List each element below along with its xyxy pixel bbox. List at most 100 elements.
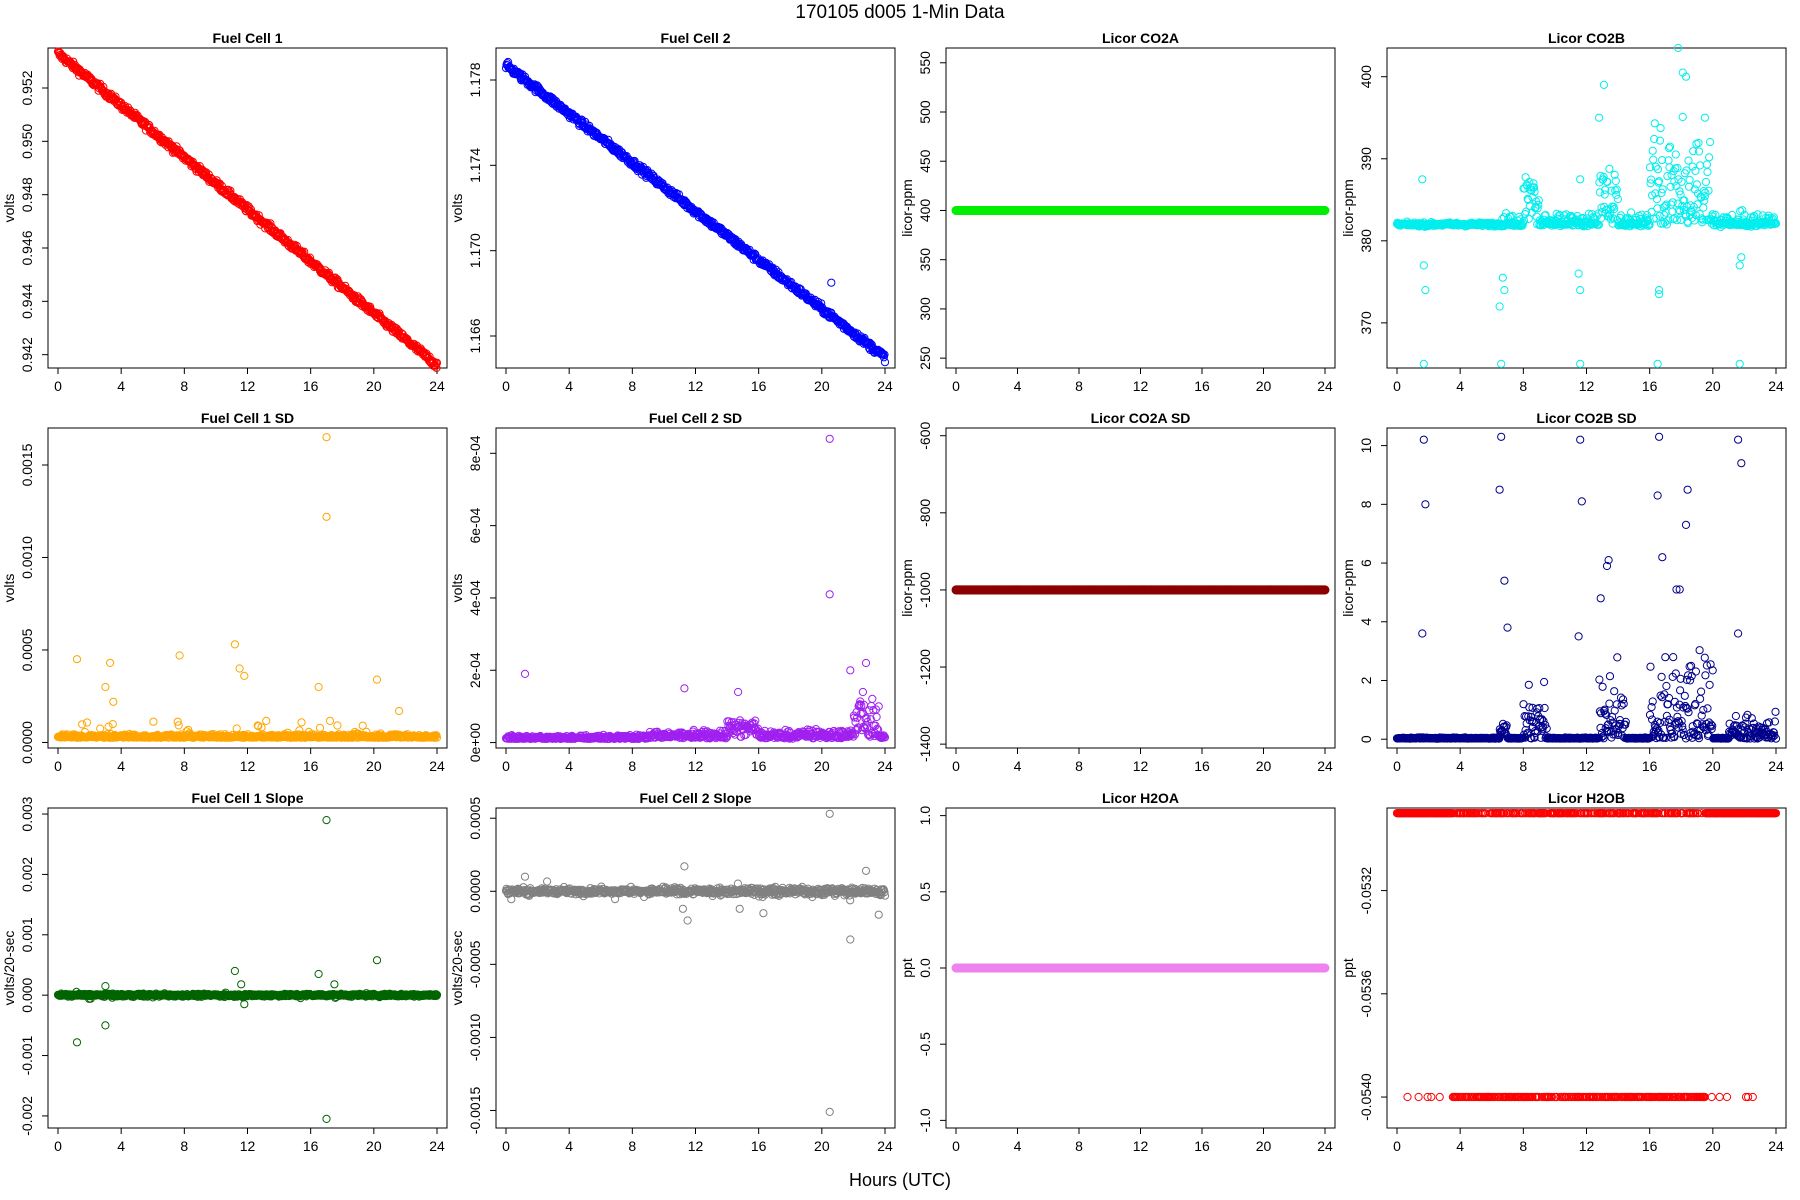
data-point: [297, 718, 306, 727]
data-point: [1655, 286, 1664, 295]
x-tick-label: 4: [1014, 378, 1022, 394]
data-point: [1605, 164, 1614, 173]
data-point: [106, 658, 115, 668]
data-point: [109, 697, 118, 706]
data-point: [1576, 359, 1585, 368]
data-point: [99, 82, 108, 92]
data-point: [825, 590, 834, 599]
x-tick-label: 0: [54, 378, 62, 394]
y-tick-label: 0.946: [19, 230, 35, 265]
data-point: [1418, 175, 1427, 184]
data-point: [315, 723, 325, 733]
x-tick-label: 24: [429, 378, 445, 394]
data-point: [1576, 286, 1585, 295]
x-tick-label: 16: [303, 378, 319, 394]
plot-frame: [495, 427, 896, 749]
data-point: [1671, 150, 1680, 159]
data-point: [1655, 290, 1664, 299]
y-tick-label: 500: [917, 100, 933, 124]
data-point: [215, 179, 224, 188]
y-tick-label: 1.174: [467, 148, 483, 183]
y-axis-label: volts: [449, 574, 465, 603]
data-point: [846, 666, 855, 675]
data-point: [1702, 160, 1712, 169]
x-tick-label: 12: [1579, 378, 1595, 394]
x-tick-label: 8: [180, 758, 188, 774]
panel-title: Fuel Cell 1 SD: [201, 410, 294, 426]
x-tick-label: 24: [877, 758, 893, 774]
x-tick-label: 20: [814, 378, 830, 394]
x-tick-label: 24: [1317, 378, 1333, 394]
data-point: [235, 664, 244, 673]
y-tick-label: -800: [917, 499, 933, 527]
y-tick-label: -1200: [917, 649, 933, 685]
y-tick-label: 0.944: [19, 284, 35, 319]
y-tick-label: 370: [1358, 311, 1374, 335]
y-tick-label: 0.0005: [19, 628, 35, 671]
y-tick-label: 0.942: [19, 337, 35, 372]
x-tick-label: 24: [429, 758, 445, 774]
x-tick-label: 16: [1194, 758, 1210, 774]
x-tick-label: 20: [366, 758, 382, 774]
y-tick-label: 0.952: [19, 70, 35, 105]
data-point: [1419, 359, 1428, 368]
data-point: [104, 722, 113, 731]
data-point: [230, 640, 239, 649]
panel-title: Licor CO2A: [1102, 30, 1179, 46]
data-point: [322, 512, 331, 521]
data-point: [858, 687, 868, 697]
data-point: [1649, 155, 1658, 164]
data-point: [1419, 261, 1428, 270]
data-point: [432, 358, 442, 367]
x-tick-label: 24: [877, 378, 893, 394]
x-tick-label: 12: [688, 758, 704, 774]
data-point: [1735, 261, 1744, 270]
data-point: [262, 716, 271, 726]
x-tick-label: 8: [1075, 758, 1083, 774]
y-axis-label: licor-ppm: [1340, 179, 1356, 237]
panel-title: Fuel Cell 2 SD: [649, 410, 742, 426]
y-tick-label: 0.0000: [19, 721, 35, 764]
data-point: [1668, 198, 1677, 207]
data-point: [680, 684, 689, 693]
data-point: [325, 716, 335, 726]
y-tick-label: 250: [917, 346, 933, 370]
y-axis-label: volts: [1, 574, 17, 603]
x-tick-label: 12: [1133, 378, 1149, 394]
data-point: [314, 682, 323, 692]
y-tick-label: 350: [917, 248, 933, 272]
x-tick-label: 4: [117, 378, 125, 394]
y-tick-label: -600: [917, 421, 933, 449]
y-tick-label: 400: [1358, 65, 1374, 89]
data-point: [861, 658, 871, 668]
data-point: [431, 362, 440, 371]
panel-title: Licor CO2B: [1548, 30, 1625, 46]
x-tick-label: 12: [240, 758, 256, 774]
x-tick-label: 16: [751, 378, 767, 394]
data-point: [232, 724, 241, 733]
x-tick-label: 20: [1256, 378, 1272, 394]
data-point: [1576, 175, 1585, 184]
data-point: [101, 682, 110, 692]
data-point: [1670, 177, 1679, 186]
x-tick-label: 0: [502, 378, 510, 394]
y-tick-label: 8e-04: [467, 435, 483, 471]
y-tick-label: 2e-04: [467, 652, 483, 688]
x-tick-label: 8: [628, 758, 636, 774]
data-point: [1534, 196, 1543, 205]
x-tick-label: 12: [240, 378, 256, 394]
x-tick-label: 16: [751, 758, 767, 774]
x-tick-label: 12: [688, 378, 704, 394]
data-point: [108, 720, 117, 729]
x-tick-label: 24: [1317, 758, 1333, 774]
data-point: [674, 190, 684, 199]
y-tick-label: -1000: [917, 572, 933, 608]
x-tick-label: 8: [628, 378, 636, 394]
y-tick-label: 300: [917, 297, 933, 321]
data-point: [395, 706, 404, 716]
y-tick-label: 550: [917, 51, 933, 75]
